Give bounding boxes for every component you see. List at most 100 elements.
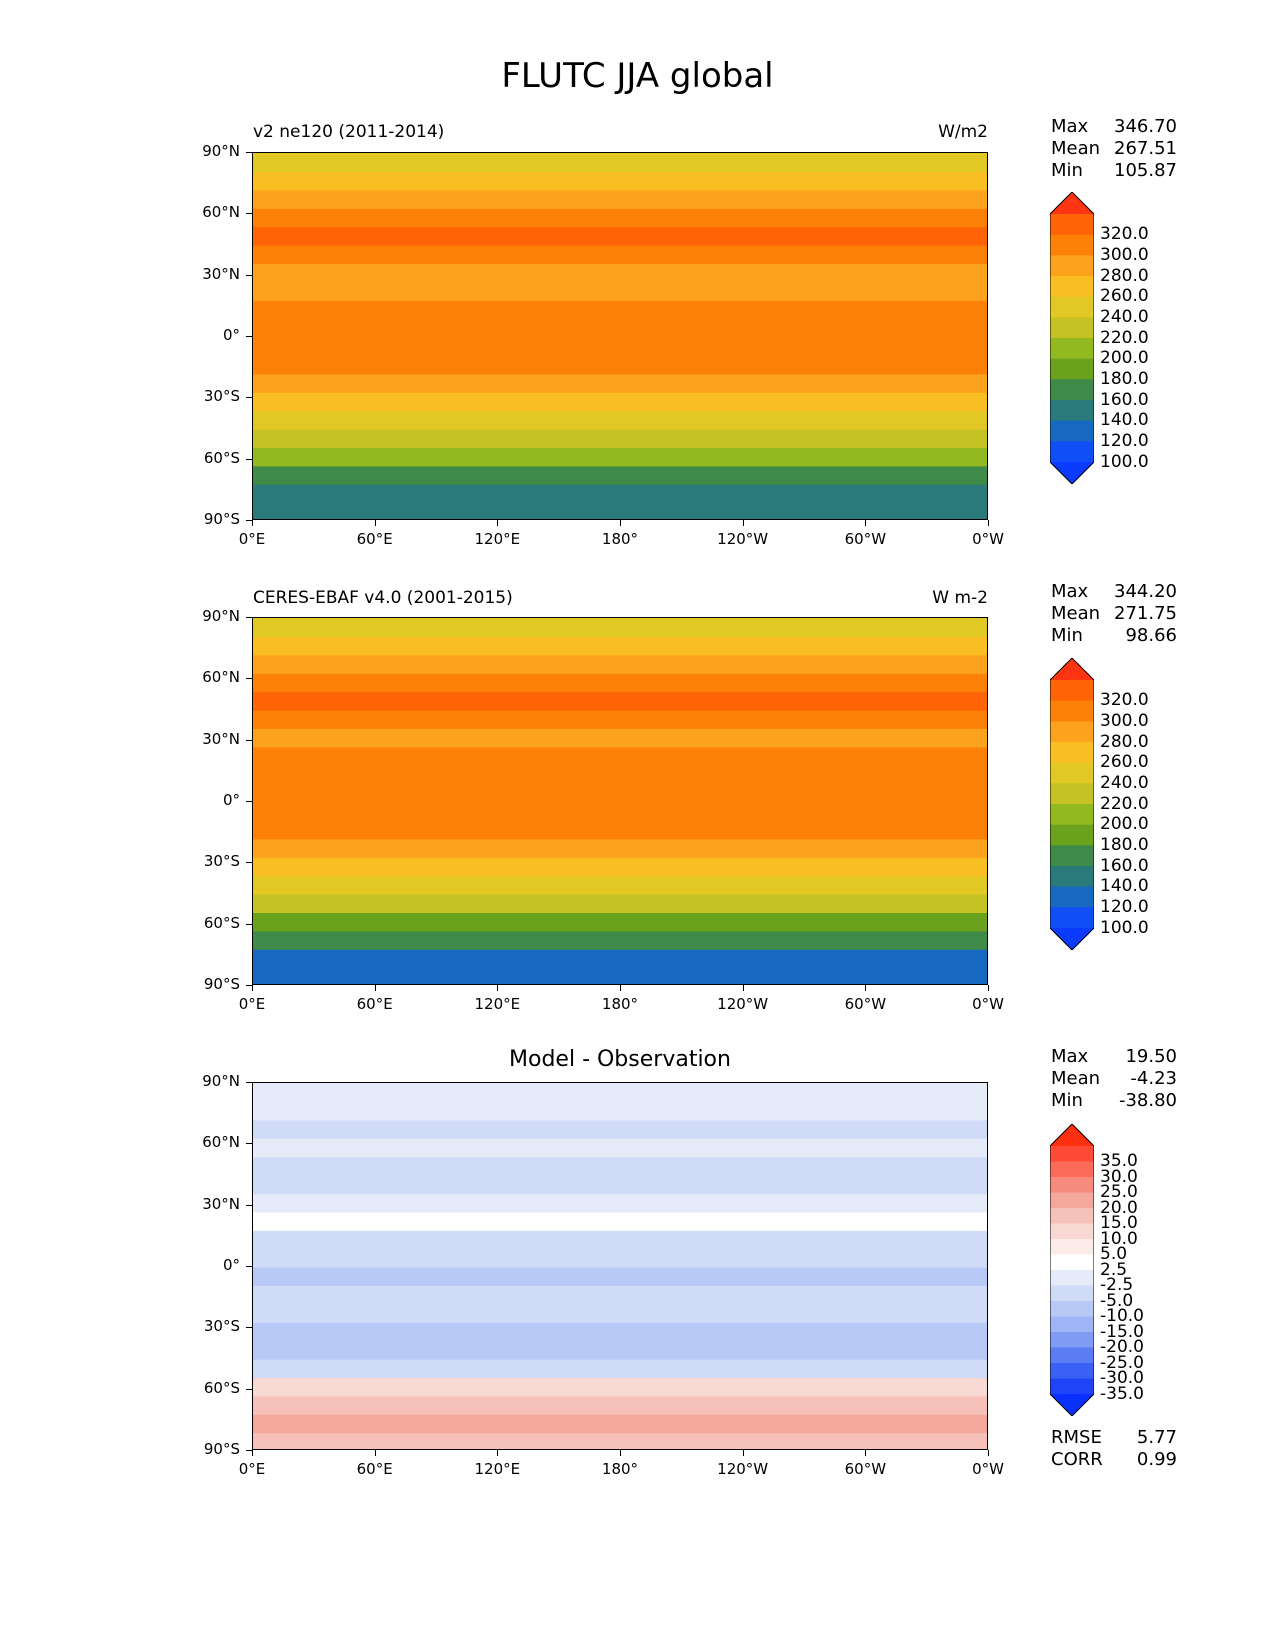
y-tick-label: 60°S — [203, 1378, 240, 1397]
lat-band — [253, 484, 987, 504]
corr-label: CORR — [1051, 1449, 1103, 1470]
colorbar-label: 320.0 — [1100, 224, 1149, 245]
panel-left-title: CERES-EBAF v4.0 (2001-2015) — [253, 588, 513, 608]
colorbar-label: -5.0 — [1100, 1290, 1134, 1311]
mean-value: -4.23 — [1130, 1068, 1177, 1089]
x-tick-label: 180° — [601, 530, 639, 548]
colorbar-swatch — [1050, 866, 1094, 888]
colorbar-swatch — [1050, 1223, 1094, 1240]
colorbar-label: 30.0 — [1100, 1166, 1138, 1187]
colorbar — [1049, 657, 1095, 954]
lat-band — [253, 392, 987, 412]
lat-band — [253, 654, 987, 674]
colorbar-label: -15.0 — [1100, 1321, 1144, 1342]
x-tick-label: 0°E — [238, 530, 266, 548]
stats-box: Max 19.50 Mean -4.23 Min -38.80 — [1051, 1046, 1177, 1112]
y-tick-mark — [246, 1143, 252, 1145]
colorbar-label: 25.0 — [1100, 1182, 1138, 1202]
colorbar-label: -25.0 — [1100, 1352, 1144, 1373]
lat-band — [253, 1414, 987, 1434]
map-observation[interactable] — [252, 617, 988, 985]
x-tick-label: 0°E — [238, 1460, 266, 1478]
lat-band — [253, 1395, 987, 1415]
min-label: Min — [1051, 625, 1083, 646]
colorbar-swatch — [1050, 845, 1094, 867]
lat-band — [253, 263, 987, 283]
colorbar — [1049, 191, 1095, 488]
x-tick-label: 60°E — [356, 995, 393, 1013]
colorbar-swatch — [1050, 317, 1094, 339]
x-tick-label: 120°W — [717, 530, 769, 548]
colorbar-label: 180.0 — [1100, 834, 1149, 855]
x-tick-mark — [252, 1450, 253, 1456]
map-difference[interactable] — [252, 1082, 988, 1450]
colorbar-extend-min — [1050, 462, 1094, 484]
max-value: 344.20 — [1114, 581, 1177, 602]
lat-band — [253, 171, 987, 191]
x-tick-mark — [497, 985, 499, 991]
colorbar-swatch — [1050, 234, 1094, 256]
lat-band — [253, 373, 987, 393]
x-tick-label: 60°W — [844, 1460, 887, 1478]
colorbar-swatch — [1050, 721, 1094, 743]
x-tick-mark — [620, 520, 621, 526]
colorbar-label: 160.0 — [1100, 855, 1149, 876]
min-value: 98.66 — [1125, 625, 1177, 646]
colorbar-label: 2.5 — [1100, 1259, 1128, 1280]
x-tick-mark — [374, 1450, 376, 1456]
mean-value: 271.75 — [1114, 603, 1177, 624]
colorbar-label: 100.0 — [1100, 917, 1149, 938]
lat-band — [253, 1248, 987, 1268]
x-tick-mark — [865, 520, 867, 526]
colorbar-label: 200.0 — [1100, 814, 1149, 835]
colorbar-swatch — [1050, 1146, 1094, 1162]
colorbar-swatch — [1050, 1301, 1094, 1317]
lat-band — [253, 1211, 987, 1231]
colorbar-swatch — [1050, 1208, 1094, 1224]
y-tick-mark — [246, 213, 252, 215]
colorbar-extend-min — [1050, 928, 1094, 950]
colorbar-swatch — [1050, 1161, 1094, 1178]
lat-band — [253, 1193, 987, 1213]
colorbar-label: 140.0 — [1100, 876, 1149, 897]
lat-band — [253, 820, 987, 840]
colorbar-extend-min — [1050, 1394, 1094, 1416]
colorbar-label: 15.0 — [1100, 1213, 1138, 1233]
colorbar-swatch — [1050, 1254, 1094, 1271]
lat-band — [253, 802, 987, 821]
y-tick-mark — [246, 520, 252, 521]
lat-band — [253, 153, 987, 172]
colorbar-label: 5.0 — [1100, 1244, 1128, 1264]
y-tick-label: 90°S — [203, 975, 240, 993]
rmse-value: 5.77 — [1136, 1427, 1177, 1448]
x-tick-label: 0°W — [972, 1460, 1004, 1478]
colorbar-swatch — [1050, 1363, 1094, 1379]
y-tick-mark — [246, 397, 252, 399]
colorbar-label: 300.0 — [1100, 244, 1149, 265]
lat-band — [253, 429, 987, 448]
colorbar-swatch — [1050, 742, 1094, 764]
colorbar-label: -10.0 — [1100, 1306, 1144, 1326]
colorbar-swatch — [1050, 762, 1094, 784]
y-tick-label: 30°S — [203, 387, 240, 406]
panel-left-title: v2 ne120 (2011-2014) — [253, 122, 445, 142]
lat-band — [253, 1322, 987, 1342]
y-tick-mark — [246, 801, 252, 802]
map-model[interactable] — [252, 152, 988, 520]
lat-band — [253, 930, 987, 950]
lat-band — [253, 502, 987, 519]
lat-band — [253, 949, 987, 969]
y-tick-label: 60°N — [202, 1133, 240, 1152]
colorbar-label: 320.0 — [1100, 690, 1149, 711]
stats-box: Max 344.20 Mean 271.75 Min 98.66 — [1051, 581, 1177, 647]
colorbar-label: 280.0 — [1100, 731, 1149, 752]
lat-band — [253, 894, 987, 913]
y-tick-label: 90°N — [202, 607, 240, 625]
colorbar-label: 120.0 — [1100, 430, 1149, 451]
y-tick-label: 30°N — [202, 729, 240, 748]
x-tick-mark — [988, 520, 989, 526]
lat-band — [253, 636, 987, 656]
y-tick-label: 30°N — [202, 1194, 240, 1213]
x-tick-mark — [988, 985, 989, 991]
lat-band — [253, 618, 987, 637]
